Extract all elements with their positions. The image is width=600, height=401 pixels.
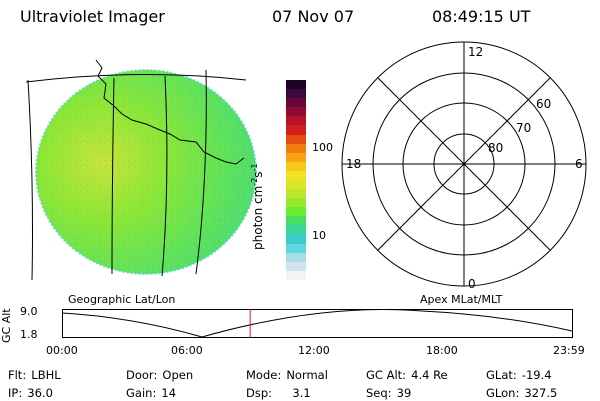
colorbar-swatch [286,234,306,245]
colorbar-swatch [286,161,306,172]
gain-status: Gain: 14 [126,386,177,400]
colorbar-tick-10: 10 [312,229,326,242]
filter-status: Flt: LBHL [8,368,61,382]
colorbar-swatch [286,116,306,126]
altitude-plot-frame [62,309,573,338]
geographic-latlon-label: Geographic Lat/Lon [68,293,176,306]
mlat-label-70: 70 [516,121,531,135]
colorbar-swatch [286,189,306,199]
xtick-1200: 12:00 [298,344,330,357]
uv-image-disk [25,59,257,281]
colorbar-swatch [286,180,306,190]
altitude-ytick-top: 9.0 [20,305,38,318]
glat-status: GLat: -19.4 [486,368,552,382]
colorbar-swatch [286,125,306,136]
colorbar-swatch [286,270,306,281]
colorbar-swatch [286,89,306,99]
coastline [95,59,245,165]
mlt-label-0: 0 [468,277,476,291]
colorbar-swatch [286,170,306,181]
colorbar-swatch [286,261,306,272]
colorbar-swatch [286,80,306,90]
colorbar-swatch [286,243,306,254]
xtick-1800: 18:00 [426,344,458,357]
colorbar-swatch [286,143,306,154]
apex-mlat-mlt-label: Apex MLat/MLT [420,293,503,306]
colorbar-swatch [286,225,306,236]
mlt-label-12: 12 [468,45,483,59]
xtick-2359: 23:59 [553,344,585,357]
colorbar [286,80,306,281]
colorbar-swatch [286,152,306,163]
mlat-label-80: 80 [488,141,503,155]
colorbar-swatch [286,107,306,117]
altitude-ytick-bottom: 1.8 [20,328,38,341]
colorbar-label: photon cm-2s-1 [250,163,265,250]
colorbar-swatch [286,216,306,226]
apex-polar-grid: 12 18 6 0 60 70 80 [341,41,587,291]
dsp-status: Dsp: 3.1 [246,386,311,400]
colorbar-swatch [286,252,306,263]
mlat-label-60: 60 [536,97,551,111]
altitude-ylabel: GC Alt [0,308,13,343]
colorbar-tick-100: 100 [312,141,333,154]
glon-status: GLon: 327.5 [486,386,558,400]
colorbar-swatch [286,134,306,145]
altitude-curve [61,308,573,338]
colorbar-swatch [286,198,306,208]
xtick-0000: 00:00 [46,344,78,357]
mode-status: Mode: Normal [246,368,328,382]
instrument-title: Ultraviolet Imager [20,7,165,26]
geo-grid-lines [25,59,247,281]
mlt-label-6: 6 [575,157,583,171]
colorbar-swatch [286,98,306,108]
image-time: 08:49:15 UT [432,7,531,26]
colorbar-swatch [286,207,306,217]
image-date: 07 Nov 07 [272,7,355,26]
gcalt-status: GC Alt: 4.4 Re [366,368,448,382]
door-status: Door: Open [126,368,194,382]
mlt-label-18: 18 [346,157,361,171]
ip-status: IP: 36.0 [8,386,53,400]
seq-status: Seq: 39 [366,386,412,400]
altitude-timeline-plot [61,308,573,338]
xtick-0600: 06:00 [171,344,203,357]
